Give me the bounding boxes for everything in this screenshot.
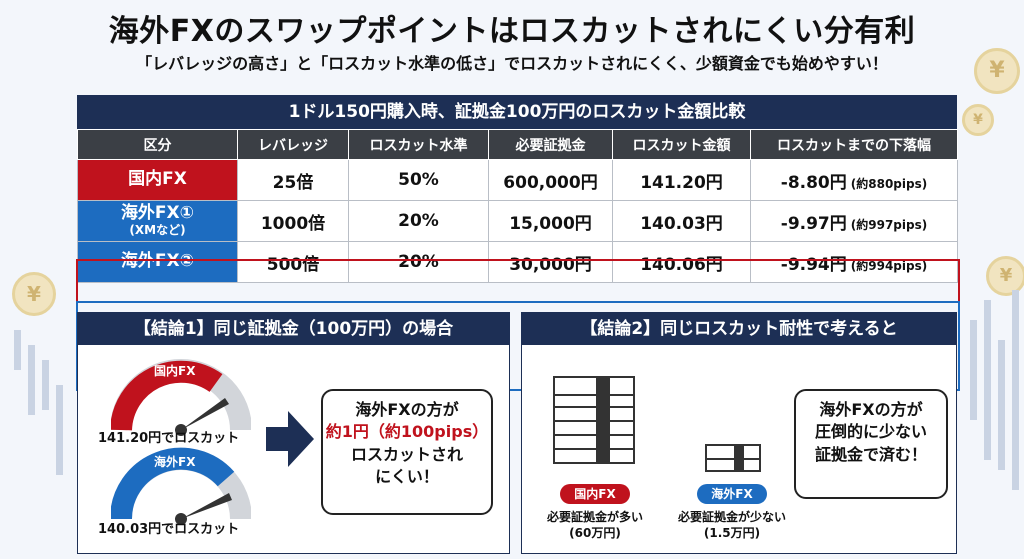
required-margin-cell: 15,000円 (488, 200, 613, 242)
row-label: 海外FX② (77, 241, 238, 283)
table-row: 海外FX② 500倍 20% 30,000円 140.06円 -9.94円 (約9… (77, 241, 958, 283)
leverage-cell: 1000倍 (237, 200, 349, 242)
table-header-row: 区分 レバレッジ ロスカット水準 必要証拠金 ロスカット金額 ロスカットまでの下… (77, 129, 958, 160)
overseas-caption: 必要証拠金が少ない (1.5万円) (677, 510, 786, 541)
yen-coin-icon: ¥ (986, 256, 1024, 296)
header-losscut-level: ロスカット水準 (348, 129, 489, 160)
overseas-gauge-icon (111, 447, 251, 525)
yen-coin-icon: ¥ (962, 104, 994, 136)
header-leverage: レバレッジ (237, 129, 349, 160)
domestic-tag: 国内FX (560, 484, 630, 504)
drop-width-cell: -9.94円 (約994pips) (750, 241, 958, 283)
page-subtitle: 「レバレッジの高さ」と「ロスカット水準の低さ」でロスカットされにくく、少額資金で… (136, 54, 888, 73)
table-row: 国内FX 25倍 50% 600,000円 141.20円 -8.80円 (約88… (77, 159, 958, 201)
header-losscut-amount: ロスカット金額 (612, 129, 751, 160)
overseas-gauge-label: 海外FX (154, 455, 196, 469)
conclusion2-panel: 【結論2】同じロスカット耐性で考えると 国内FX 必要証拠金が多い (60万円)… (521, 312, 957, 554)
pips-note: (約994pips) (850, 258, 928, 273)
domestic-gauge-caption: 141.20円でロスカット (98, 431, 240, 446)
header-required-margin: 必要証拠金 (488, 129, 613, 160)
required-margin-cell: 30,000円 (488, 241, 613, 283)
overseas-tag: 海外FX (697, 484, 767, 504)
conclusion2-callout: 海外FXの方が 圧倒的に少ない 証拠金で済む！ (794, 389, 948, 499)
arrow-right-icon (266, 411, 314, 467)
losscut-amount-cell: 140.06円 (612, 241, 751, 283)
conclusion1-callout: 海外FXの方が 約1円（約100pips） ロスカットされ にくい！ (321, 389, 493, 515)
yen-coin-icon: ¥ (974, 48, 1020, 94)
pips-note: (約880pips) (850, 176, 928, 191)
header-category: 区分 (77, 129, 238, 160)
page-title: 海外FXのスワップポイントはロスカットされにくい分有利 (108, 14, 916, 49)
pips-note: (約997pips) (850, 217, 928, 232)
losscut-amount-cell: 141.20円 (612, 159, 751, 201)
money-stack-large-icon (553, 376, 635, 464)
money-stack-small-icon (705, 444, 761, 472)
row-label: 海外FX① (XMなど) (77, 200, 238, 242)
leverage-cell: 25倍 (237, 159, 349, 201)
losscut-level-cell: 50% (348, 159, 489, 201)
losscut-level-cell: 20% (348, 241, 489, 283)
comparison-table: 1ドル150円購入時、証拠金100万円のロスカット金額比較 区分 レバレッジ ロ… (76, 95, 960, 391)
yen-coin-icon: ¥ (12, 272, 56, 316)
required-margin-cell: 600,000円 (488, 159, 613, 201)
domestic-gauge-label: 国内FX (154, 364, 196, 378)
overseas-gauge-caption: 140.03円でロスカット (98, 522, 240, 537)
conclusion2-heading: 【結論2】同じロスカット耐性で考えると (522, 313, 956, 345)
domestic-gauge-icon (111, 359, 251, 436)
row-label: 国内FX (77, 159, 238, 201)
table-row: 海外FX① (XMなど) 1000倍 20% 15,000円 140.03円 -9… (77, 200, 958, 242)
losscut-level-cell: 20% (348, 200, 489, 242)
drop-width-cell: -8.80円 (約880pips) (750, 159, 958, 201)
conclusion1-heading: 【結論1】同じ証拠金（100万円）の場合 (78, 313, 509, 345)
losscut-amount-cell: 140.03円 (612, 200, 751, 242)
row-sublabel: (XMなど) (129, 222, 186, 237)
drop-width-cell: -9.97円 (約997pips) (750, 200, 958, 242)
leverage-cell: 500倍 (237, 241, 349, 283)
header-drop-width: ロスカットまでの下落幅 (750, 129, 958, 160)
table-caption: 1ドル150円購入時、証拠金100万円のロスカット金額比較 (77, 95, 957, 129)
domestic-caption: 必要証拠金が多い (60万円) (546, 510, 643, 541)
conclusion1-panel: 【結論1】同じ証拠金（100万円）の場合 国内FX 141.20円でロスカット … (77, 312, 510, 554)
